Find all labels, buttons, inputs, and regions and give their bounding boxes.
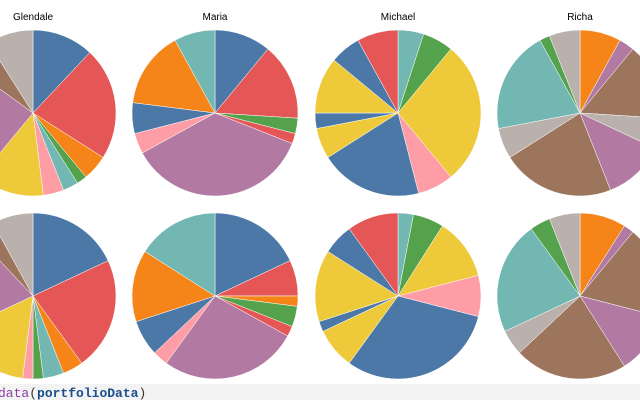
pie-slice xyxy=(32,212,109,297)
facet-title: Michael xyxy=(381,12,415,23)
code-paren: ( xyxy=(29,386,37,400)
pie-grid: Glendale Maria Michael Richa xyxy=(0,12,640,380)
pie-slice xyxy=(496,39,581,129)
facet-title: Maria xyxy=(202,12,227,23)
pie-slice xyxy=(397,48,482,178)
code-arg: portfolioData xyxy=(37,386,139,400)
code-paren: ) xyxy=(138,386,146,400)
code-bar xyxy=(0,384,640,400)
pie-slice xyxy=(0,295,34,379)
pie-slice xyxy=(0,88,34,154)
pie-slice xyxy=(579,112,640,142)
pie-slice xyxy=(32,260,117,364)
pie-slice xyxy=(0,260,34,312)
facet-title: Glendale xyxy=(13,12,53,23)
pie-slice xyxy=(519,295,625,380)
pie-slice xyxy=(314,251,399,322)
pie-slice xyxy=(174,29,216,114)
pie-slice xyxy=(579,231,640,312)
pie-slice xyxy=(132,39,216,114)
pie-slice xyxy=(348,212,399,297)
pie-slice xyxy=(144,212,216,297)
pie-slice xyxy=(0,112,44,197)
pie-slice xyxy=(141,112,293,197)
pie-slice xyxy=(348,295,479,380)
pie-slice xyxy=(357,29,399,114)
pie-slice xyxy=(549,29,581,114)
code-line: data(portfolioData) xyxy=(0,386,146,400)
pie-slice xyxy=(579,295,640,367)
pie-slice xyxy=(32,29,91,114)
pie-slice xyxy=(32,52,117,158)
pie-slice xyxy=(397,225,479,297)
code-fn: data xyxy=(0,386,29,400)
pie-slice xyxy=(579,112,640,191)
pie-slice xyxy=(496,228,581,332)
pie-slice xyxy=(131,251,216,322)
pie-slice xyxy=(549,212,581,297)
pie-slice xyxy=(327,112,419,197)
pie-slice xyxy=(0,29,34,114)
pie-slice xyxy=(165,295,289,380)
pie-slice xyxy=(579,48,640,118)
pie-slice xyxy=(214,212,291,297)
pie-slice xyxy=(0,212,34,297)
facet-title: Richa xyxy=(567,12,593,23)
pie-slice xyxy=(214,48,299,119)
pie-slice xyxy=(509,112,611,197)
